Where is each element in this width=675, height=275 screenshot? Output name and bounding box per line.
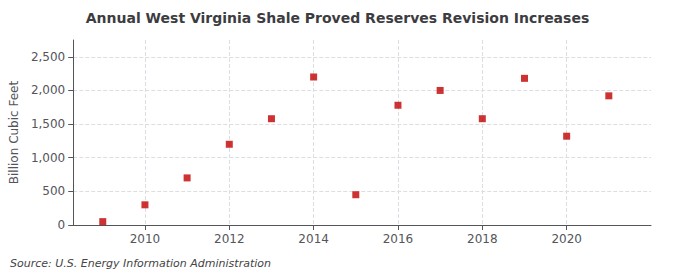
- svg-text:2020: 2020: [551, 232, 582, 246]
- svg-text:Annual West Virginia Shale Pro: Annual West Virginia Shale Proved Reserv…: [86, 10, 589, 26]
- svg-text:1,000: 1,000: [31, 151, 65, 165]
- svg-text:1,500: 1,500: [31, 117, 65, 131]
- svg-text:2016: 2016: [383, 232, 414, 246]
- svg-text:2010: 2010: [130, 232, 161, 246]
- svg-text:2,500: 2,500: [31, 50, 65, 64]
- svg-text:2014: 2014: [298, 232, 329, 246]
- svg-text:2,000: 2,000: [31, 83, 65, 97]
- svg-text:500: 500: [42, 184, 65, 198]
- svg-text:0: 0: [58, 218, 66, 232]
- svg-text:Billion Cubic Feet: Billion Cubic Feet: [7, 81, 21, 185]
- svg-text:2012: 2012: [214, 232, 245, 246]
- svg-text:2018: 2018: [467, 232, 498, 246]
- svg-text:Source: U.S. Energy Informatio: Source: U.S. Energy Information Administ…: [10, 257, 271, 270]
